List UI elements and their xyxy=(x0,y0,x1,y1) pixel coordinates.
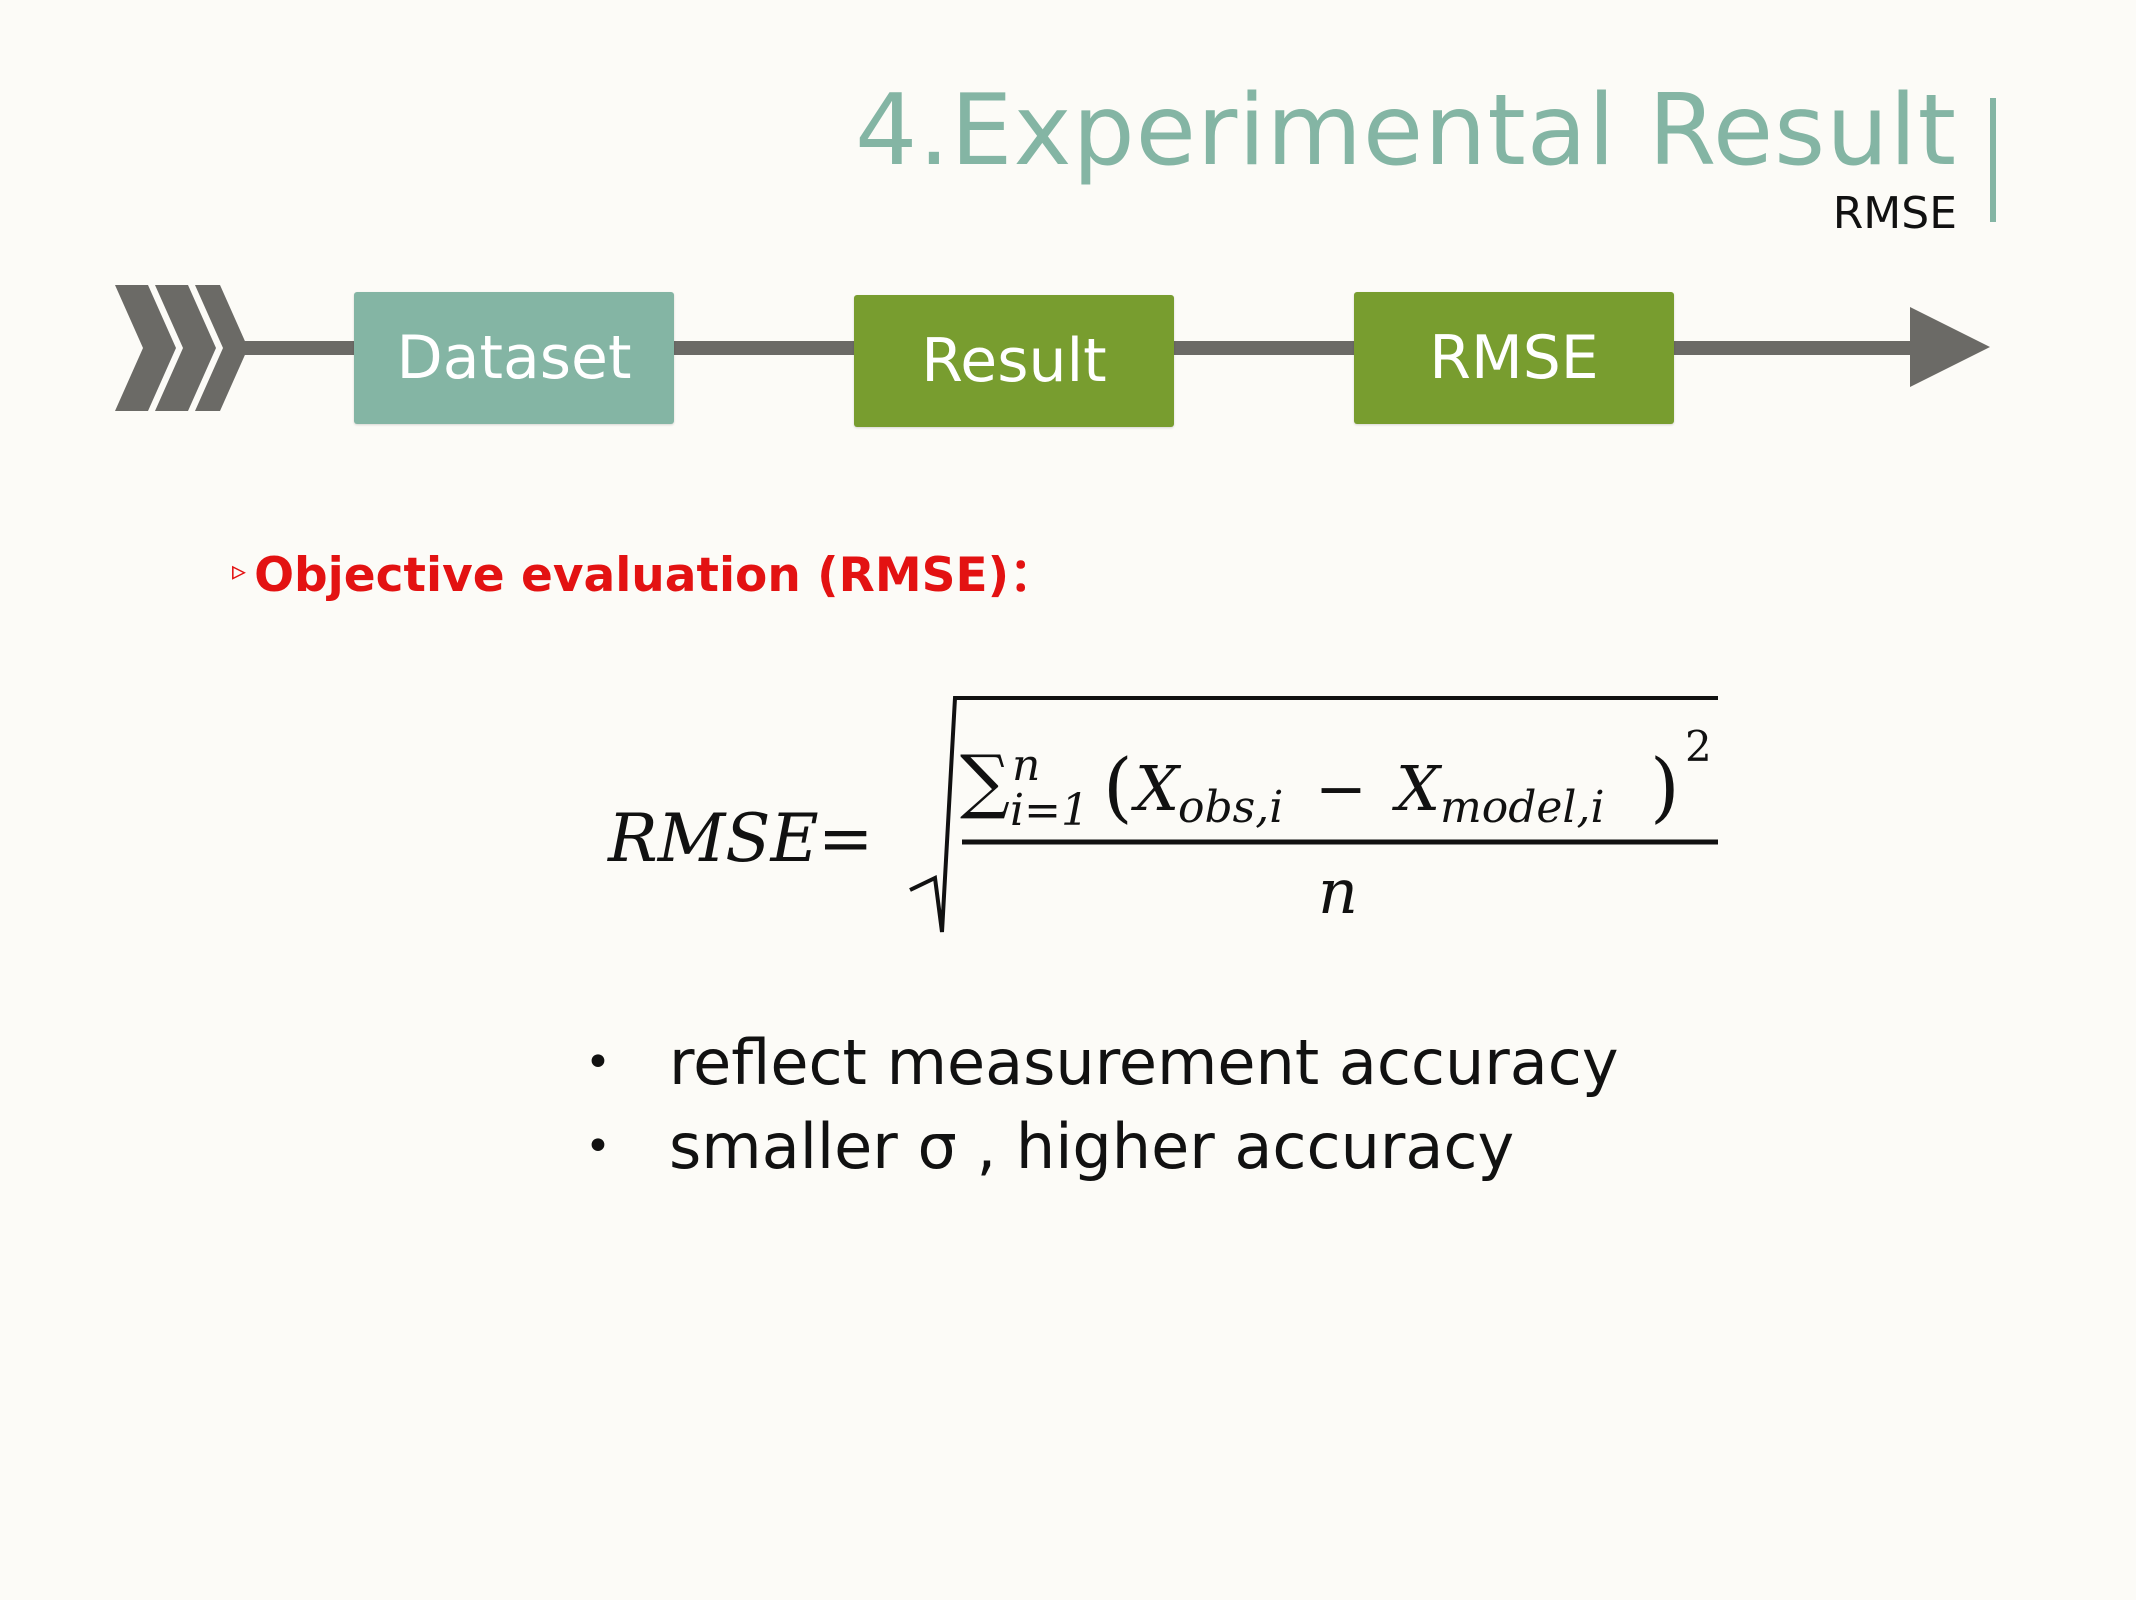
x-obs-subscript: obs,i xyxy=(1178,782,1284,833)
list-item: • reflect measurement accuracy xyxy=(585,1020,1619,1104)
page-subtitle: RMSE xyxy=(1832,188,1957,239)
page-title: 4.Experimental Result xyxy=(855,74,1957,188)
x-model-subscript: model,i xyxy=(1440,782,1605,833)
close-paren: ) xyxy=(1650,742,1680,831)
bullet-text: smaller σ , higher accuracy xyxy=(669,1109,1515,1183)
bullet-text: reflect measurement accuracy xyxy=(669,1025,1619,1099)
bullet-dot-icon: • xyxy=(585,1120,611,1172)
sum-upper: n xyxy=(1012,740,1041,791)
step-dataset: Dataset xyxy=(354,292,674,424)
sum-symbol: ∑ xyxy=(960,740,1010,822)
chevron-tail-icon xyxy=(115,285,248,411)
title-accent-bar xyxy=(1990,98,1996,222)
minus-sign: − xyxy=(1315,752,1367,825)
objective-heading-text: Objective evaluation (RMSE)： xyxy=(254,548,1057,603)
bullet-dot-icon: • xyxy=(585,1036,611,1088)
list-item: • smaller σ , higher accuracy xyxy=(585,1104,1619,1188)
x-obs: X xyxy=(1135,752,1180,825)
triangle-bullet-icon: ▹ xyxy=(232,554,247,587)
arrow-head-icon xyxy=(1910,307,1990,387)
exponent: 2 xyxy=(1685,722,1712,771)
objective-heading: ▹ Objective evaluation (RMSE)： xyxy=(232,536,1056,605)
formula-lhs: RMSE xyxy=(608,800,819,877)
sum-lower: i=1 xyxy=(1010,785,1089,836)
step-result: Result xyxy=(854,295,1174,427)
x-model: X xyxy=(1396,752,1441,825)
denominator: n xyxy=(1318,855,1358,928)
formula-equals: = xyxy=(818,800,874,877)
open-paren: ( xyxy=(1103,742,1133,831)
step-rmse: RMSE xyxy=(1354,292,1674,424)
bullet-list: • reflect measurement accuracy • smaller… xyxy=(585,1020,1619,1188)
